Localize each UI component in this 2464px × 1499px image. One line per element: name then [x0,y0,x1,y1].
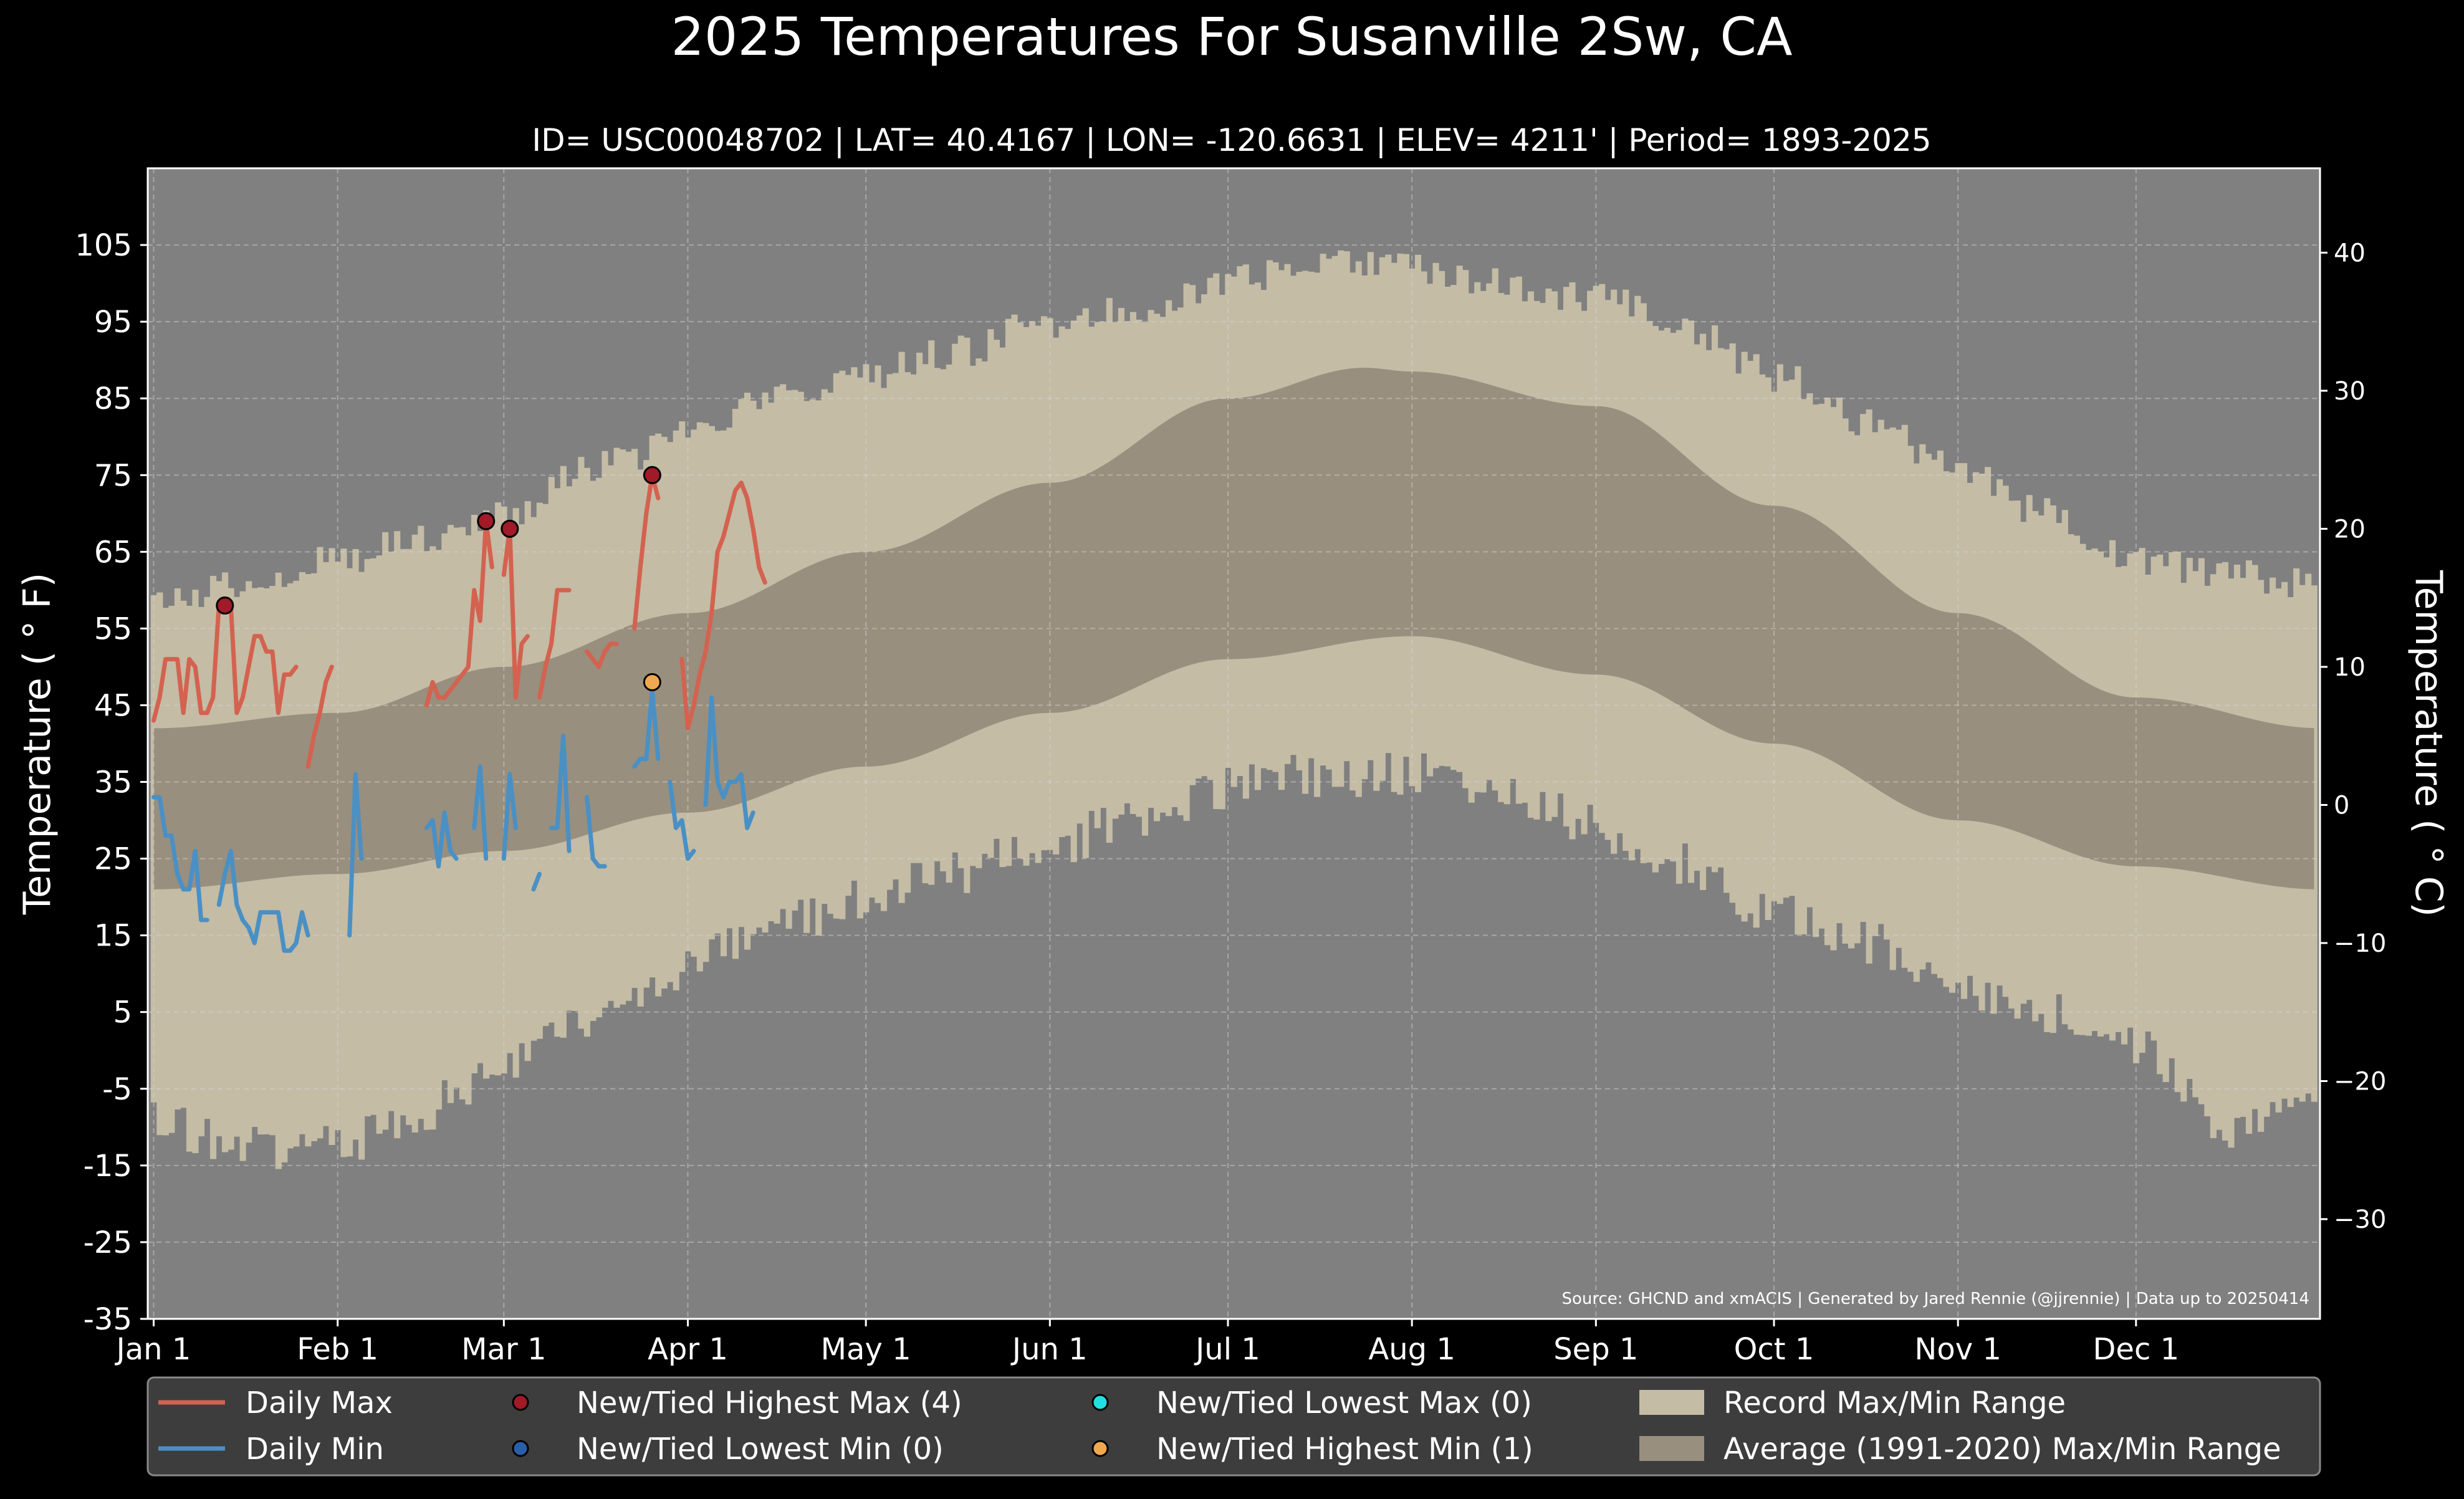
legend-marker-swatch [1091,1440,1109,1457]
plot-area: -35 -25 -15 -5 5 15 25 35 45 55 65 75 85 95 105 −30 −20 −… [75,167,2386,1367]
y-tick-label: -35 [84,1302,132,1337]
record-marker [477,512,496,530]
legend-marker-swatch [512,1440,529,1457]
daily-max-line [537,588,572,700]
x-tick-label: Nov 1 [1914,1332,2001,1367]
legend-patch-swatch [1639,1390,1704,1415]
source-note: Source: GHCND and xmACIS | Generated by … [1561,1290,2309,1308]
y-tick-label: 35 [94,765,132,800]
daily-min-line [632,687,661,769]
daily-min-line [703,695,755,830]
legend-label: Daily Max [246,1386,393,1420]
record-marker [216,596,234,615]
daily-min-line [216,848,310,953]
legend-patch-swatch [1639,1436,1704,1461]
y-tick-label: -15 [84,1149,132,1184]
legend-label: Daily Min [246,1432,384,1467]
legend-label: New/Tied Highest Max (4) [577,1386,962,1420]
legend: Daily Max Daily Min New/Tied Highest Max (… [146,1376,2321,1477]
y-right-tick-label: 20 [2334,515,2366,544]
x-tick-label: Aug 1 [1368,1332,1455,1367]
x-tick-label: May 1 [821,1332,911,1367]
x-tick-label: Oct 1 [1734,1332,1814,1367]
y-axis-label-right: Temperature ( ° C) [2407,570,2450,917]
y-tick-label: 45 [94,688,132,723]
chart-subtitle: ID= USC00048702 | LAT= 40.4167 | LON= -1… [532,122,1931,158]
daily-min-line [585,795,607,869]
daily-min-line [151,795,209,922]
plot-frame [146,167,2321,1320]
legend-label: New/Tied Lowest Max (0) [1156,1386,1532,1420]
daily-min-line [668,780,696,861]
legend-marker-swatch [512,1394,529,1411]
y-tick-label: 25 [94,842,132,877]
average-range-band [153,367,2314,889]
y-tick-label: -5 [102,1072,132,1107]
x-tick-label: Mar 1 [461,1332,546,1367]
y-tick-label: 85 [94,381,132,416]
y-tick-label: 75 [94,458,132,493]
y-right-tick-label: 10 [2334,653,2366,682]
record-marker [643,673,661,692]
y-tick-label: 15 [94,919,132,954]
legend-label: New/Tied Lowest Min (0) [577,1432,944,1467]
daily-min-line [549,734,572,853]
y-tick-label: 65 [94,535,132,570]
legend-label: New/Tied Highest Min (1) [1156,1432,1533,1467]
x-tick-label: Dec 1 [2092,1332,2179,1367]
record-range-bar [2311,585,2318,1102]
x-tick-label: Jun 1 [1010,1332,1088,1367]
y-tick-label: 55 [94,611,132,646]
x-tick-label: Apr 1 [648,1332,728,1367]
x-tick-label: Jan 1 [115,1332,191,1367]
y-tick-label: 105 [75,228,132,263]
y-tick-label: 5 [113,995,132,1030]
daily-min-line [472,764,489,861]
x-tick-label: Feb 1 [297,1332,378,1367]
chart-title: 2025 Temperatures For Susanville 2Sw, CA [671,6,1792,67]
y-tick-label: 95 [94,305,132,340]
daily-min-line [501,772,518,861]
daily-max-line [679,481,767,730]
x-tick-label: Jul 1 [1194,1332,1260,1367]
y-right-tick-label: 0 [2334,791,2349,820]
legend-box [146,1376,2321,1477]
y-right-tick-label: 40 [2334,239,2366,267]
record-marker [643,466,661,484]
y-axis-label-left: Temperature ( ° F) [16,573,59,916]
y-tick-label: -25 [84,1225,132,1260]
daily-min-line [531,871,542,892]
y-right-tick-label: −30 [2334,1205,2386,1234]
daily-min-line [424,810,459,869]
x-tick-label: Sep 1 [1553,1332,1638,1367]
y-right-tick-label: −10 [2334,929,2386,958]
legend-label: Average (1991-2020) Max/Min Range [1723,1432,2281,1467]
record-marker [501,519,519,538]
daily-max-line [424,519,494,707]
legend-label: Record Max/Min Range [1723,1386,2066,1420]
daily-max-line [585,641,619,669]
y-right-tick-label: −20 [2334,1067,2386,1096]
daily-max-line [305,664,334,769]
daily-max-line [501,526,530,700]
legend-marker-swatch [1091,1394,1109,1411]
daily-min-line [347,772,364,938]
y-right-tick-label: 30 [2334,377,2366,406]
